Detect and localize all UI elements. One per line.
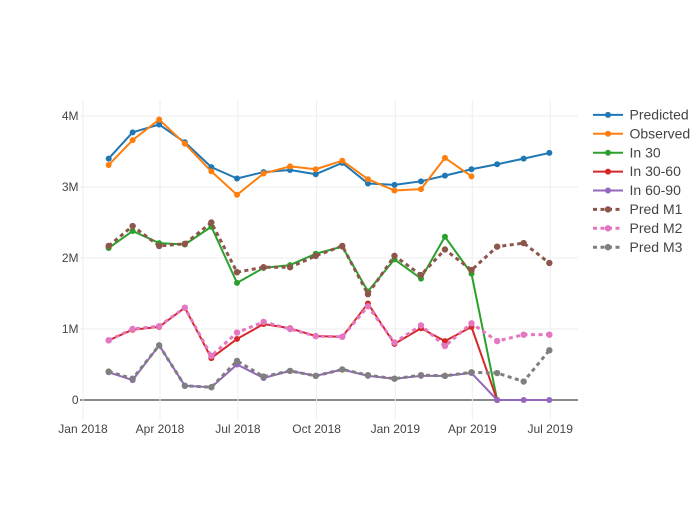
svg-text:Jan 2019: Jan 2019	[371, 422, 421, 436]
svg-text:In 60-90: In 60-90	[630, 182, 682, 198]
svg-text:Predicted: Predicted	[630, 107, 689, 123]
svg-text:In 30: In 30	[630, 144, 661, 160]
svg-text:Apr 2019: Apr 2019	[448, 422, 497, 436]
svg-text:1M: 1M	[62, 322, 79, 336]
svg-text:Observed: Observed	[630, 125, 691, 141]
svg-text:Jul 2019: Jul 2019	[528, 422, 574, 436]
svg-text:In 30-60: In 30-60	[630, 163, 682, 179]
svg-text:Pred M2: Pred M2	[630, 220, 683, 236]
svg-text:2M: 2M	[62, 251, 79, 265]
svg-text:Jan 2018: Jan 2018	[58, 422, 108, 436]
svg-text:Pred M3: Pred M3	[630, 239, 683, 255]
svg-text:Jul 2018: Jul 2018	[215, 422, 261, 436]
svg-text:Apr 2018: Apr 2018	[136, 422, 185, 436]
svg-text:Oct 2018: Oct 2018	[292, 422, 341, 436]
svg-text:Pred M1: Pred M1	[630, 201, 683, 217]
svg-text:3M: 3M	[62, 180, 79, 194]
svg-text:0: 0	[72, 393, 79, 407]
svg-text:4M: 4M	[62, 109, 79, 123]
